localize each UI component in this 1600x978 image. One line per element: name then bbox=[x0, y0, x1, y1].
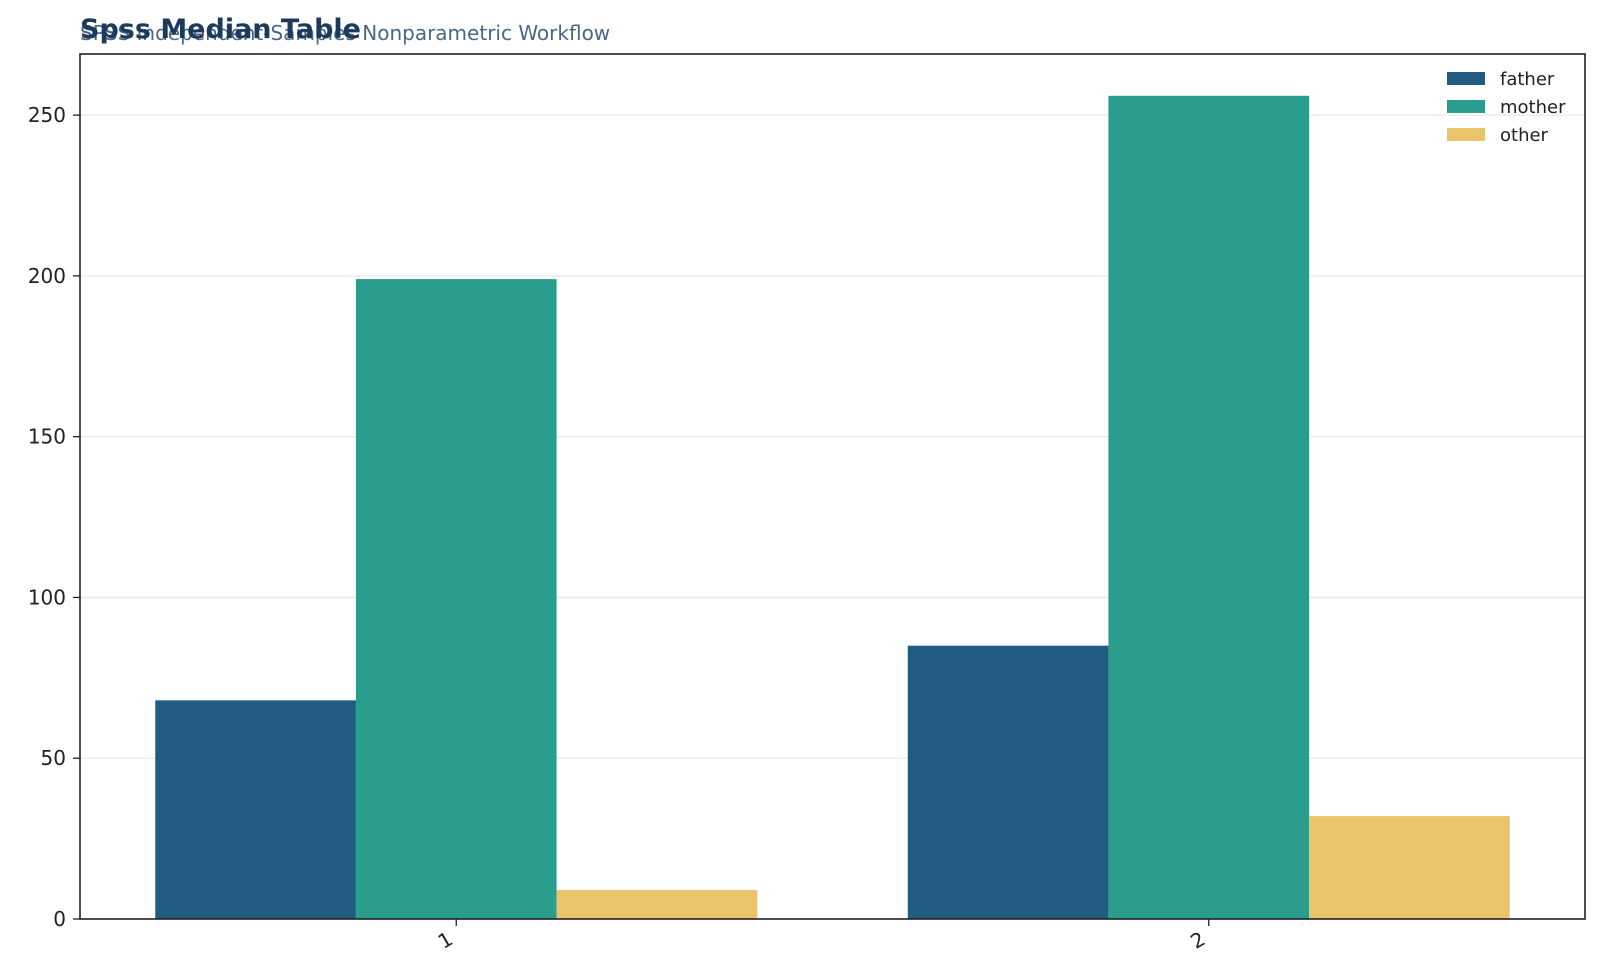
x-tick-label: 1 bbox=[434, 927, 457, 954]
legend-label-father: father bbox=[1500, 69, 1555, 90]
legend-swatch-other bbox=[1447, 128, 1485, 141]
legend-swatch-mother bbox=[1447, 100, 1485, 113]
bar-other-2 bbox=[1309, 816, 1510, 919]
bar-other-1 bbox=[556, 890, 758, 919]
bar-mother-2 bbox=[1108, 95, 1310, 919]
bar-father-2 bbox=[907, 645, 1109, 919]
legend-label-mother: mother bbox=[1500, 97, 1566, 118]
y-tick-label: 150 bbox=[28, 425, 66, 449]
y-tick-label: 250 bbox=[28, 103, 66, 127]
legend-label-other: other bbox=[1500, 125, 1549, 146]
bars bbox=[155, 95, 1510, 920]
y-tick-label: 50 bbox=[41, 746, 66, 770]
y-axis: 0 50 100 150 200 250 bbox=[28, 103, 80, 931]
legend: father mother other bbox=[1447, 69, 1566, 146]
chart-subtitle: SPSS Independent-Samples Nonparametric W… bbox=[80, 21, 610, 45]
chart-title: Spss Median Table bbox=[80, 14, 361, 45]
y-tick-label: 0 bbox=[53, 907, 66, 931]
legend-swatch-father bbox=[1447, 72, 1485, 85]
y-tick-label: 100 bbox=[28, 585, 66, 609]
bar-mother-1 bbox=[355, 279, 557, 920]
x-tick-label: 2 bbox=[1186, 927, 1209, 954]
bar-father-1 bbox=[155, 700, 356, 919]
y-tick-label: 200 bbox=[28, 264, 66, 288]
plot-frame bbox=[79, 53, 1586, 920]
